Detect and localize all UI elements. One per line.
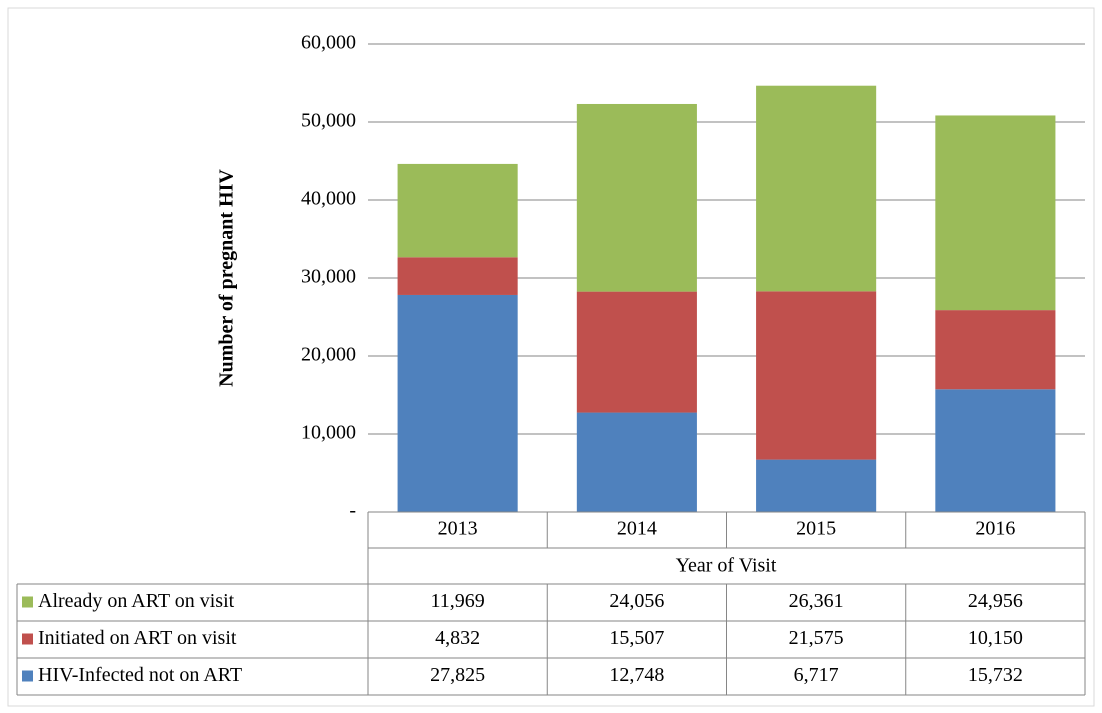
table-value: 10,150 <box>968 627 1023 649</box>
bar-segment <box>935 115 1056 311</box>
legend-swatch <box>22 633 33 645</box>
bar-segment <box>935 310 1056 390</box>
y-tick-label: 50,000 <box>301 110 356 132</box>
table-value: 24,956 <box>968 590 1023 612</box>
y-tick-label: 30,000 <box>301 266 356 288</box>
bar-segment <box>576 412 697 512</box>
legend-label: HIV-Infected not on ART <box>38 664 242 686</box>
bar-segment <box>756 459 877 512</box>
table-value: 27,825 <box>430 664 485 686</box>
table-value: 21,575 <box>789 627 844 649</box>
legend-swatch <box>22 670 33 682</box>
table-value: 6,717 <box>794 664 839 686</box>
bar-segment <box>756 291 877 460</box>
table-value: 24,056 <box>609 590 664 612</box>
bar-segment <box>756 85 877 292</box>
y-tick-label: - <box>349 500 356 522</box>
y-tick-label: 10,000 <box>301 422 356 444</box>
x-tick-label: 2016 <box>975 518 1015 540</box>
x-tick-label: 2015 <box>796 518 836 540</box>
x-tick-label: 2013 <box>438 518 478 540</box>
table-value: 26,361 <box>789 590 844 612</box>
table-value: 4,832 <box>435 627 480 649</box>
x-tick-label: 2014 <box>617 518 657 540</box>
chart-frame <box>7 7 1095 707</box>
table-value: 11,969 <box>430 590 484 612</box>
bar-segment <box>935 389 1056 512</box>
bar-segment <box>397 257 518 295</box>
y-axis-title: Number of pregnant HIV <box>216 169 238 387</box>
table-value: 15,507 <box>609 627 664 649</box>
bar-segment <box>576 291 697 413</box>
x-axis-title: Year of Visit <box>676 555 777 577</box>
legend-label: Initiated on ART on visit <box>38 627 237 649</box>
bar-segment <box>397 294 518 512</box>
bar-segment <box>397 163 518 258</box>
y-tick-label: 40,000 <box>301 188 356 210</box>
table-value: 15,732 <box>968 664 1023 686</box>
y-tick-label: 60,000 <box>301 32 356 54</box>
y-tick-label: 20,000 <box>301 344 356 366</box>
legend-label: Already on ART on visit <box>38 590 235 612</box>
legend-swatch <box>22 596 33 608</box>
bar-segment <box>576 103 697 292</box>
table-value: 12,748 <box>609 664 664 686</box>
